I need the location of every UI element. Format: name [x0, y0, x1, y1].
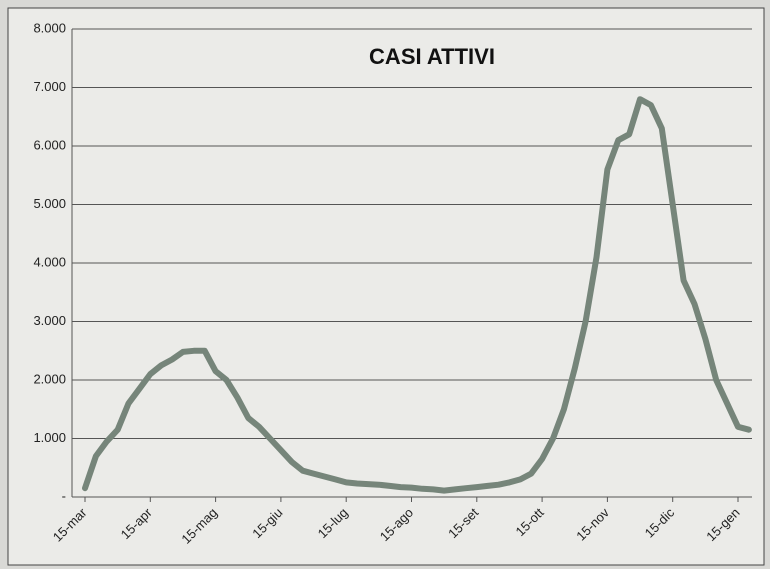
- chart-frame: [7, 7, 765, 566]
- y-tick-label: -: [62, 488, 66, 503]
- chart-title: CASI ATTIVI: [369, 44, 495, 69]
- y-tick-label: 6.000: [33, 137, 66, 152]
- y-tick-label: 4.000: [33, 254, 66, 269]
- y-tick-label: 5.000: [33, 196, 66, 211]
- y-tick-label: 3.000: [33, 313, 66, 328]
- y-tick-label: 2.000: [33, 371, 66, 386]
- data-line: [82, 96, 752, 494]
- y-tick-label: 1.000: [33, 430, 66, 445]
- y-tick-label: 7.000: [33, 79, 66, 94]
- y-tick-label: 8.000: [33, 20, 66, 35]
